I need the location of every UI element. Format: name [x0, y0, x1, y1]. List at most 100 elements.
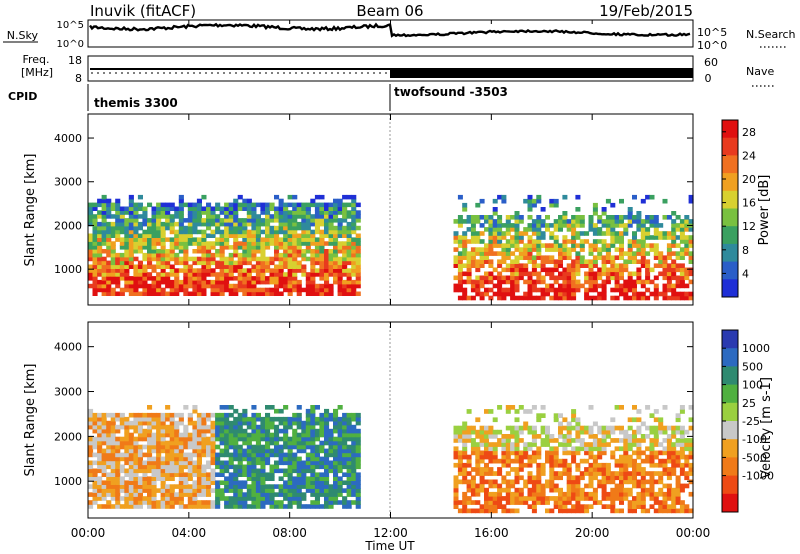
heatmap-cell	[571, 458, 577, 464]
heatmap-cell	[283, 249, 289, 254]
heatmap-cell	[296, 444, 302, 450]
heatmap-cell	[566, 295, 572, 301]
heatmap-cell	[531, 491, 537, 497]
heatmap-cell	[219, 256, 225, 262]
heatmap-cell	[228, 256, 234, 262]
heatmap-cell	[351, 225, 357, 231]
heatmap-cell	[174, 420, 180, 426]
heatmap-cell	[92, 241, 98, 246]
heatmap-cell	[115, 424, 121, 430]
heatmap-cell	[501, 243, 507, 248]
heatmap-cell	[160, 206, 166, 211]
heatmap-cell	[675, 267, 681, 273]
heatmap-cell	[228, 500, 234, 505]
heatmap-cell	[278, 291, 284, 296]
heatmap-cell	[160, 268, 166, 273]
heatmap-cell	[174, 283, 180, 289]
heatmap-cell	[351, 484, 357, 489]
heatmap-cell	[228, 460, 234, 466]
heatmap-cell	[514, 263, 520, 268]
heatmap-cell	[224, 440, 230, 446]
heatmap-cell	[183, 283, 189, 289]
heatmap-cell	[653, 471, 659, 476]
heatmap-cell	[237, 279, 243, 285]
heatmap-cell	[688, 442, 694, 447]
heatmap-cell	[201, 480, 207, 485]
heatmap-cell	[610, 475, 616, 481]
heatmap-cell	[251, 500, 257, 505]
heatmap-cell	[187, 225, 193, 231]
heatmap-cell	[124, 245, 130, 250]
heatmap-cell	[88, 452, 94, 458]
heatmap-cell	[156, 225, 162, 231]
heatmap-cell	[119, 276, 125, 281]
heatmap-cell	[562, 239, 568, 244]
heatmap-cell	[351, 279, 357, 285]
heatmap-cell	[688, 479, 694, 485]
heatmap-cell	[462, 202, 468, 208]
heatmap-cell	[287, 268, 293, 273]
heatmap-cell	[314, 283, 320, 289]
heatmap-cell	[283, 287, 289, 293]
heatmap-cell	[192, 210, 198, 215]
heatmap-cell	[106, 440, 112, 446]
heatmap-cell	[505, 454, 511, 460]
heatmap-cell	[169, 456, 175, 462]
cpid-label: CPID	[8, 90, 37, 103]
heatmap-cell	[110, 245, 116, 250]
heatmap-cell	[174, 214, 180, 219]
heatmap-cell	[510, 239, 516, 244]
heatmap-cell	[584, 425, 590, 431]
heatmap-cell	[201, 245, 207, 250]
heatmap-cell	[645, 471, 651, 476]
heatmap-cell	[237, 452, 243, 458]
heatmap-cell	[501, 458, 507, 464]
heatmap-cell	[242, 432, 248, 438]
heatmap-cell	[314, 432, 320, 438]
heatmap-cell	[558, 491, 563, 497]
heatmap-cell	[106, 214, 112, 219]
heatmap-cell	[566, 500, 572, 505]
heatmap-cell	[274, 448, 280, 454]
heatmap-cell	[242, 218, 248, 223]
heatmap-cell	[174, 500, 180, 505]
heatmap-cell	[497, 223, 503, 228]
heatmap-cell	[333, 279, 339, 285]
heatmap-cell	[497, 283, 503, 289]
heatmap-cell	[679, 442, 685, 447]
heatmap-cell	[174, 233, 180, 238]
heatmap-cell	[510, 450, 516, 456]
heatmap-cell	[518, 247, 524, 252]
heatmap-cell	[640, 479, 646, 485]
heatmap-cell	[237, 480, 243, 485]
heatmap-cell	[233, 229, 239, 235]
heatmap-cell	[536, 446, 542, 452]
heatmap-cell	[575, 508, 581, 514]
heatmap-cell	[174, 260, 180, 266]
heatmap-cell	[536, 479, 542, 485]
heatmap-cell	[174, 440, 180, 446]
heatmap-cell	[497, 295, 503, 301]
heatmap-cell	[453, 255, 459, 260]
heatmap-cell	[101, 206, 107, 211]
heatmap-cell	[215, 279, 221, 285]
heatmap-cell	[88, 416, 94, 422]
heatmap-cell	[688, 243, 694, 248]
heatmap-cell	[228, 424, 234, 430]
heatmap-cell	[562, 215, 568, 220]
heatmap-cell	[192, 436, 198, 442]
heatmap-cell	[260, 210, 266, 215]
heatmap-cell	[255, 241, 261, 246]
heatmap-cell	[675, 279, 681, 285]
heatmap-cell	[549, 271, 555, 277]
heatmap-cell	[584, 491, 590, 497]
heatmap-cell	[196, 456, 202, 462]
heatmap-cell	[101, 221, 107, 227]
heatmap-cell	[88, 444, 94, 450]
heatmap-cell	[110, 291, 116, 296]
heatmap-cell	[658, 508, 664, 514]
heatmap-cell	[133, 221, 139, 227]
heatmap-cell	[527, 279, 533, 285]
heatmap-cell	[666, 467, 672, 472]
heatmap-cell	[224, 412, 230, 418]
